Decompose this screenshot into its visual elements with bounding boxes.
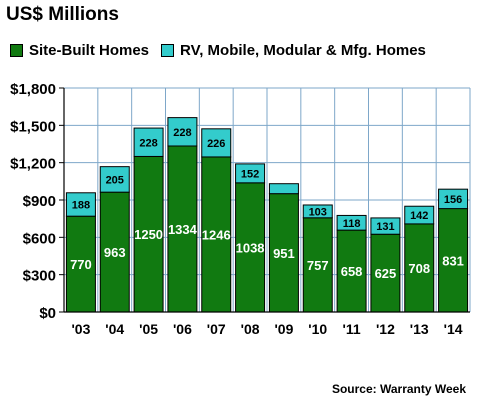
data-label-rv-mobile: 228 <box>139 137 157 149</box>
data-label-site-built: 1038 <box>236 240 265 255</box>
bar-rv-mobile <box>235 163 266 184</box>
x-tick-label: '05 <box>139 321 158 337</box>
data-label-rv-mobile: 142 <box>410 210 428 222</box>
bar-site-built <box>268 193 299 313</box>
y-tick-label: $900 <box>23 193 56 210</box>
data-label-site-built: 1246 <box>202 227 231 242</box>
y-tick-label: $0 <box>39 305 56 322</box>
y-tick-label: $1,500 <box>10 118 56 135</box>
bar-site-built <box>133 155 164 313</box>
chart-title: US$ Millions <box>6 4 119 25</box>
bar-site-built <box>302 217 333 313</box>
bar-rv-mobile <box>133 127 164 157</box>
bar-site-built <box>201 156 232 313</box>
data-label-rv-mobile: 188 <box>72 199 90 211</box>
bar-rv-mobile <box>268 183 299 195</box>
data-label-rv-mobile: 131 <box>376 221 394 233</box>
data-label-site-built: 1250 <box>134 227 163 242</box>
data-label-rv-mobile: 226 <box>207 138 225 150</box>
bar-site-built <box>336 229 367 313</box>
data-label-site-built: 770 <box>70 257 92 272</box>
legend-swatch-site-built <box>10 44 23 57</box>
x-tick-label: '11 <box>343 321 361 337</box>
data-label-site-built: 757 <box>307 258 329 273</box>
bar-rv-mobile <box>99 166 130 193</box>
bar-site-built <box>167 145 198 313</box>
y-tick-label: $600 <box>23 230 56 247</box>
x-tick-label: '08 <box>241 321 260 337</box>
bar-site-built <box>404 223 435 313</box>
bar-rv-mobile <box>302 204 333 219</box>
data-label-site-built: 708 <box>408 261 430 276</box>
data-label-site-built: 963 <box>104 245 126 260</box>
data-label-site-built: 831 <box>442 253 464 268</box>
data-label-rv-mobile: 156 <box>444 194 462 206</box>
bar-rv-mobile <box>167 117 198 147</box>
legend-item-site-built: Site-Built Homes <box>10 42 149 59</box>
bar-rv-mobile <box>201 128 232 158</box>
x-tick-label: '04 <box>105 321 124 337</box>
y-tick-label: $1,200 <box>10 156 56 173</box>
bar-rv-mobile <box>65 192 96 217</box>
x-tick-label: '14 <box>444 321 463 337</box>
data-label-site-built: 658 <box>341 264 363 279</box>
bar-rv-mobile <box>370 217 401 235</box>
data-label-rv-mobile: 228 <box>173 127 191 139</box>
legend-label-rv-mobile: RV, Mobile, Modular & Mfg. Homes <box>180 42 426 59</box>
legend-label-site-built: Site-Built Homes <box>29 42 150 59</box>
data-label-rv-mobile: 205 <box>106 174 124 186</box>
x-tick-label: '07 <box>207 321 226 337</box>
data-label-site-built: 1334 <box>168 222 198 237</box>
y-tick-label: $1,800 <box>10 81 56 98</box>
x-tick-label: '10 <box>308 321 327 337</box>
bar-site-built <box>235 182 266 313</box>
bar-rv-mobile <box>404 205 435 225</box>
y-tick-label: $300 <box>23 268 56 285</box>
bar-rv-mobile <box>336 214 367 231</box>
x-tick-label: '06 <box>173 321 192 337</box>
legend: Site-Built Homes RV, Mobile, Modular & M… <box>10 42 438 59</box>
data-label-rv-mobile: 152 <box>241 168 259 180</box>
x-tick-label: '03 <box>71 321 90 337</box>
x-tick-label: '12 <box>376 321 395 337</box>
x-tick-label: '09 <box>274 321 293 337</box>
data-label-rv-mobile: 118 <box>343 218 361 230</box>
bar-rv-mobile <box>438 188 469 210</box>
data-label-rv-mobile: 103 <box>309 206 327 218</box>
data-label-site-built: 625 <box>375 266 397 281</box>
legend-item-rv-mobile: RV, Mobile, Modular & Mfg. Homes <box>161 42 426 59</box>
source-note: Source: Warranty Week <box>331 382 466 396</box>
data-label-site-built: 951 <box>273 246 295 261</box>
x-tick-label: '13 <box>410 321 429 337</box>
bar-site-built <box>370 233 401 313</box>
legend-swatch-rv-mobile <box>161 44 175 57</box>
bar-site-built <box>438 208 469 313</box>
